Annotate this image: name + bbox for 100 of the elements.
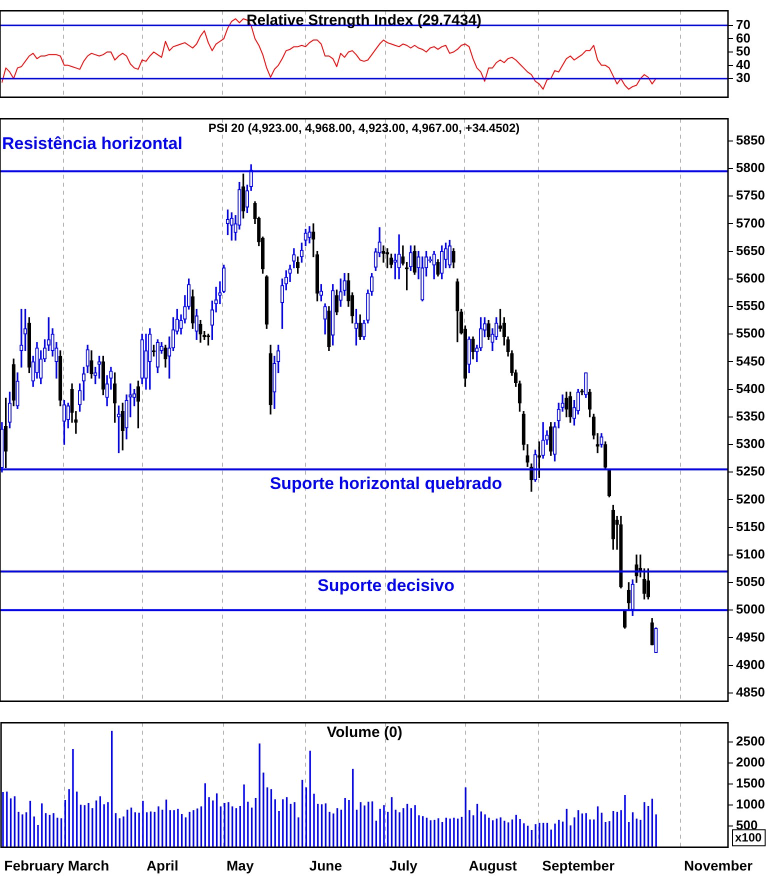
y-tick-label: 1500 — [736, 776, 765, 791]
candlestick — [642, 568, 646, 600]
candlestick — [323, 303, 327, 334]
candlestick — [27, 317, 32, 374]
candlestick — [319, 284, 324, 302]
candlestick — [156, 339, 160, 374]
chart-title: Relative Strength Index (29.7434) — [246, 12, 482, 29]
y-tick-label: 70 — [736, 17, 750, 32]
y-tick-label: 5250 — [736, 464, 765, 479]
y-tick-label: 4950 — [736, 629, 765, 644]
candlestick — [190, 290, 195, 329]
candlestick — [432, 250, 436, 280]
y-tick-label: 5750 — [736, 188, 765, 203]
candlestick — [607, 469, 612, 498]
candlestick — [97, 356, 102, 379]
x-tick-label: September — [542, 857, 616, 874]
y-tick-label: 5650 — [736, 242, 765, 258]
candlestick — [304, 228, 308, 246]
y-tick-label: 5800 — [736, 160, 765, 176]
y-tick-label: 40 — [736, 56, 750, 72]
candlestick — [646, 568, 650, 600]
candlestick — [136, 380, 140, 428]
y-tick-label: 5850 — [736, 132, 765, 148]
candlestick — [604, 441, 608, 470]
y-tick-label: 5700 — [736, 215, 765, 230]
y-tick-label: 5150 — [736, 518, 765, 534]
y-tick-label: 5450 — [736, 353, 765, 368]
chart-title: Volume (0) — [326, 724, 402, 741]
candlestick — [164, 344, 168, 368]
candlestick — [86, 344, 90, 374]
y-tick-label: 5300 — [736, 436, 765, 452]
candlestick — [12, 358, 16, 406]
y-tick-label: 4900 — [736, 656, 765, 672]
y-tick-label: 5600 — [736, 270, 765, 286]
candlestick — [600, 433, 604, 448]
candlestick — [82, 366, 86, 401]
x-tick-label: June — [309, 857, 342, 874]
ref-line-label: Suporte decisivo — [318, 576, 454, 596]
candlestick — [626, 582, 631, 610]
y-tick-label: 50 — [736, 44, 750, 59]
y-tick-label: 2500 — [736, 733, 765, 748]
candlestick — [412, 245, 416, 275]
candlestick — [241, 174, 246, 218]
candlestick — [549, 422, 553, 456]
x-tick-label: March — [68, 857, 110, 874]
candlestick — [397, 234, 401, 280]
candlestick — [588, 388, 592, 418]
x-tick-label: February — [4, 857, 64, 874]
y-tick-label: 500 — [736, 818, 758, 833]
text: x100 — [735, 830, 762, 845]
candlestick — [580, 388, 584, 396]
candlestick — [354, 308, 358, 346]
candlestick — [8, 392, 12, 428]
y-tick-label: 5550 — [736, 298, 765, 314]
y-tick-label: 2000 — [736, 754, 765, 770]
x-tick-label: May — [226, 857, 254, 874]
candlestick — [327, 306, 331, 351]
candlestick — [331, 284, 335, 346]
chart-title: PSI 20 (4,923.00, 4,968.00, 4,923.00, 4,967.00, +34.4502) — [208, 121, 520, 136]
y-tick-label: 5200 — [736, 491, 765, 506]
y-tick-label: 5050 — [736, 574, 765, 590]
y-tick-label: 5350 — [736, 408, 765, 424]
candlestick — [268, 344, 272, 414]
candlestick — [467, 336, 471, 374]
x-tick-label: November — [684, 857, 754, 874]
candlestick — [334, 290, 339, 316]
x-tick-label: August — [468, 857, 518, 874]
candlestick — [58, 350, 62, 406]
y-tick-label: 4850 — [736, 684, 765, 700]
candlestick — [471, 336, 475, 360]
y-tick-label: 5100 — [736, 546, 765, 562]
candlestick — [448, 240, 452, 268]
candlestick — [90, 350, 94, 379]
candlestick — [198, 320, 202, 343]
candlestick — [452, 248, 456, 268]
candlestick — [408, 245, 413, 271]
y-tick-label: 60 — [736, 30, 750, 46]
candlestick — [292, 248, 296, 268]
ref-line-label: Resistência horizontal — [2, 134, 182, 153]
candlestick — [16, 372, 20, 409]
candlestick — [358, 314, 362, 340]
candlestick — [623, 610, 627, 629]
candlestick — [619, 516, 623, 588]
candlestick — [66, 402, 70, 428]
y-tick-label: 5000 — [736, 602, 765, 617]
candlestick — [264, 275, 269, 329]
y-tick-label: 1000 — [736, 796, 765, 812]
x-tick-label: July — [389, 857, 418, 874]
candlestick — [568, 392, 572, 423]
candlestick — [148, 328, 152, 390]
x-tick-label: April — [146, 857, 178, 874]
y-tick-label: 5500 — [736, 326, 765, 341]
y-tick-label: 5400 — [736, 380, 765, 396]
candlestick — [564, 392, 568, 418]
candlestick — [436, 259, 440, 276]
ref-line-label: Suporte horizontal quebrado — [270, 474, 502, 494]
candlestick — [226, 210, 230, 236]
candlestick — [456, 278, 460, 342]
candlestick — [308, 226, 312, 244]
y-tick-label: 30 — [736, 70, 750, 86]
